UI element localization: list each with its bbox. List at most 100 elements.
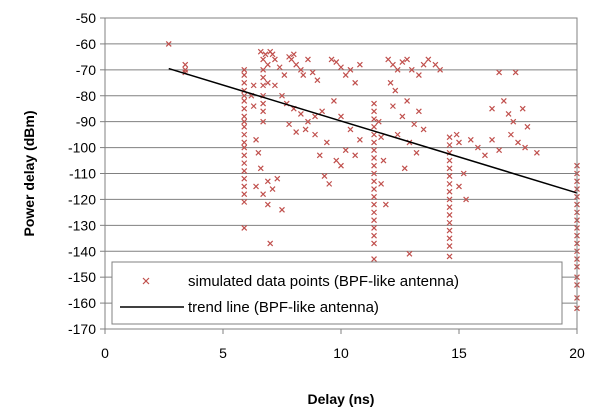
marker-stroke [250,82,257,89]
data-point [446,180,453,187]
marker-stroke [279,92,285,99]
trend-line [168,67,578,194]
data-point [326,180,333,187]
data-point [269,186,276,192]
marker-stroke [316,152,323,159]
data-point [241,167,248,174]
data-point [496,147,503,154]
data-point [241,123,248,130]
data-point [297,66,304,73]
y-axis-title: Power delay (dBm) [21,110,37,236]
data-point [267,240,274,247]
data-point [312,113,318,120]
marker-stroke [260,82,267,89]
marker-stroke [507,131,514,138]
marker-stroke [371,209,377,216]
marker-stroke [399,59,406,65]
data-point [415,72,422,78]
y-tick-label: -50 [76,10,96,26]
data-point [293,61,300,68]
marker-stroke [533,149,540,156]
marker-stroke [356,136,363,143]
marker-stroke [515,139,521,146]
data-point [489,105,495,112]
marker-stroke [392,87,399,94]
marker-stroke [389,61,396,68]
marker-stroke [404,98,411,104]
data-point [387,79,394,86]
y-tick-label: -140 [68,243,96,259]
marker-stroke [460,170,467,177]
data-point [371,225,377,231]
data-point [404,98,411,104]
marker-stroke [411,121,418,128]
data-point [500,98,507,104]
data-point [253,183,259,190]
data-point [406,250,413,257]
marker-stroke [142,277,150,285]
data-point [338,113,344,120]
marker-stroke [260,108,267,115]
data-point [456,139,462,146]
data-point [408,66,415,73]
marker-stroke [271,56,278,63]
marker-stroke [241,72,248,78]
data-point [371,193,377,200]
marker-stroke [404,56,411,63]
data-point [356,136,363,143]
data-point [241,131,248,138]
marker-stroke [260,74,267,81]
x-axis-title: Delay (ns) [308,391,375,407]
data-point [399,113,406,120]
data-point [446,235,453,242]
marker-stroke [394,131,401,138]
data-point [371,162,377,169]
marker-stroke [446,173,453,180]
data-point [510,118,517,125]
data-point [394,131,401,138]
marker-stroke [446,157,453,164]
marker-stroke [371,193,377,200]
data-point [241,113,248,120]
marker-stroke [312,131,318,138]
marker-stroke [241,105,248,112]
data-point [446,219,453,226]
marker-stroke [241,225,248,231]
legend-label-scatter: simulated data points (BPF-like antenna) [188,273,459,290]
marker-stroke [446,212,453,218]
marker-stroke [333,59,340,65]
y-tick-label: -150 [68,269,96,285]
marker-stroke [276,64,283,71]
data-point [413,149,420,156]
data-point [241,92,248,99]
data-point [371,139,377,146]
data-point [446,253,453,260]
marker-stroke [371,240,377,247]
data-point [241,72,248,78]
data-point [241,98,248,104]
marker-stroke [371,217,377,224]
marker-stroke [371,116,377,122]
marker-stroke [241,87,248,94]
data-point [182,61,189,68]
marker-stroke [420,126,427,133]
data-point [446,157,453,164]
marker-stroke [401,165,408,172]
data-point [241,199,248,205]
marker-stroke [250,103,257,110]
marker-stroke [489,105,495,112]
x-tick-label: 10 [333,345,349,361]
data-point [371,116,377,122]
y-tick-label: -130 [68,217,96,233]
marker-stroke [420,61,427,68]
marker-stroke [371,170,377,177]
marker-stroke [453,131,460,138]
marker-stroke [338,64,344,71]
data-point [241,66,248,73]
marker-stroke [269,51,276,58]
x-axis-ticks: 0 5 10 15 20 [101,329,585,361]
data-point [420,126,427,133]
marker-stroke [253,136,259,143]
data-point [260,74,267,81]
marker-stroke [425,56,432,63]
